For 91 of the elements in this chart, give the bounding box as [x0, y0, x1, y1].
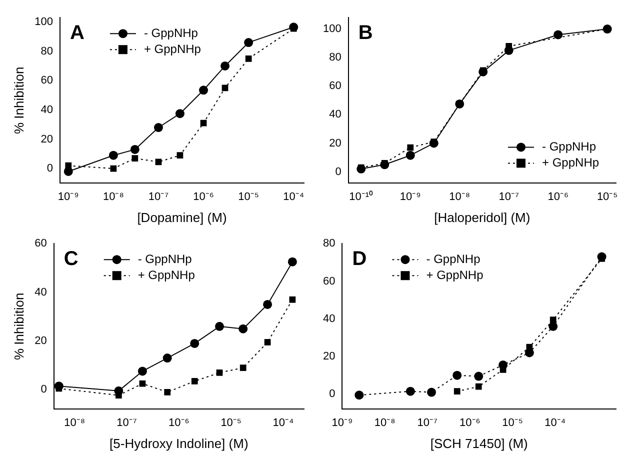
- point: [478, 67, 488, 76]
- legend-label: - GppNHp: [426, 252, 481, 266]
- y-tick-label: 100: [34, 16, 53, 28]
- x-tick-label: 10⁻⁸: [449, 190, 470, 203]
- x-axis-title: [Haloperidol] (M): [434, 210, 530, 225]
- y-tick-label: 0: [335, 166, 342, 178]
- x-tick-label: 10⁻⁸: [64, 416, 86, 429]
- point: [289, 296, 296, 303]
- x-tick-label: 10⁻⁷: [417, 416, 438, 429]
- y-tick-label: 60: [34, 238, 47, 250]
- point: [244, 38, 254, 48]
- y-tick-label: 20: [322, 350, 336, 363]
- x-axis-title: [SCH 71450] (M): [430, 436, 528, 451]
- y-tick-label: 20: [329, 137, 342, 150]
- x-tick-label: 10⁻⁹: [400, 190, 421, 203]
- x-tick-label: 10⁻⁴: [544, 416, 566, 429]
- point: [288, 257, 297, 266]
- x-tick-label: 10⁻⁸: [374, 416, 396, 429]
- point: [199, 86, 208, 95]
- y-tick-label: 0: [40, 384, 47, 396]
- x-axis-title: [5-Hydroxy Indoline] (M): [110, 436, 248, 451]
- y-tick-label: 20: [40, 133, 53, 146]
- legend-label: + GppNHp: [138, 268, 196, 282]
- x-tick-label: 10⁻⁷: [116, 416, 137, 429]
- point: [200, 120, 207, 126]
- y-tick-label: 60: [329, 80, 342, 92]
- x-axis-title: [Dopamine] (M): [137, 210, 227, 225]
- x-tick-label: 10⁻⁹: [58, 190, 79, 203]
- y-tick-label: 40: [329, 108, 342, 121]
- point: [138, 366, 147, 376]
- x-tick-label: 10⁻⁵: [238, 190, 259, 203]
- x-tick-label: 10⁻⁶: [460, 416, 480, 429]
- y-tick-label: 60: [322, 275, 336, 288]
- y-tick-label: 80: [322, 238, 336, 250]
- x-tick-label: 10⁻⁶: [193, 190, 214, 203]
- point: [429, 138, 438, 148]
- point: [176, 152, 184, 159]
- y-axis-title: % Inhibition: [11, 292, 26, 360]
- legend-label: - GppNHp: [144, 26, 198, 40]
- point: [114, 386, 124, 396]
- x-tick-label: 10⁻⁷: [148, 190, 169, 203]
- x-tick-label: 10⁻⁶: [168, 416, 190, 429]
- x-tick-label: 10⁻⁵: [502, 416, 523, 429]
- chart-title: C: [64, 248, 78, 270]
- point: [240, 364, 246, 371]
- y-tick-label: 40: [34, 286, 47, 298]
- y-tick-label: 60: [40, 74, 53, 87]
- x-tick-label: 10⁻⁴: [283, 190, 304, 203]
- legend-label: + GppNHp: [426, 268, 484, 282]
- legend-label: - GppNHp: [138, 252, 192, 266]
- x-tick-label: 10⁻⁹: [332, 416, 353, 429]
- point: [162, 354, 172, 363]
- legend-label: + GppNHp: [144, 42, 202, 56]
- chart-title: D: [352, 248, 367, 270]
- point: [130, 144, 140, 154]
- point: [380, 160, 390, 170]
- y-axis-title: % Inhibition: [11, 66, 26, 134]
- x-tick-label: 10⁻⁷: [498, 190, 519, 203]
- point: [175, 109, 184, 118]
- point: [238, 324, 248, 334]
- point: [108, 150, 118, 160]
- point: [263, 300, 272, 309]
- x-tick-label: 10⁻⁸: [102, 190, 124, 203]
- x-tick-label: 10⁻⁵: [220, 416, 242, 429]
- x-tick-label: 10⁻⁶: [548, 190, 568, 203]
- y-tick-label: 40: [40, 104, 53, 116]
- point: [164, 388, 171, 396]
- y-tick-label: 0: [329, 388, 336, 400]
- point: [407, 144, 414, 151]
- point: [245, 55, 252, 62]
- x-tick-label: 10⁻⁵: [596, 190, 618, 203]
- y-tick-label: 80: [40, 45, 53, 58]
- point: [132, 155, 138, 162]
- legend-label: + GppNHp: [542, 156, 600, 170]
- y-tick-label: 20: [34, 335, 47, 348]
- point: [356, 164, 366, 174]
- chart-title: A: [70, 22, 84, 44]
- point: [406, 150, 415, 160]
- y-tick-label: 80: [329, 52, 342, 64]
- point: [110, 165, 117, 172]
- x-tick-label: 10⁻¹⁰: [349, 190, 374, 203]
- x-tick-label: 10⁻⁴: [272, 416, 294, 429]
- point: [154, 123, 163, 132]
- y-tick-label: 100: [322, 23, 342, 36]
- y-tick-label: 0: [46, 162, 53, 175]
- point: [264, 339, 271, 346]
- legend-label: - GppNHp: [542, 140, 596, 154]
- point: [220, 61, 230, 70]
- y-tick-label: 40: [322, 312, 336, 325]
- chart-title: B: [358, 22, 373, 44]
- point: [139, 380, 146, 387]
